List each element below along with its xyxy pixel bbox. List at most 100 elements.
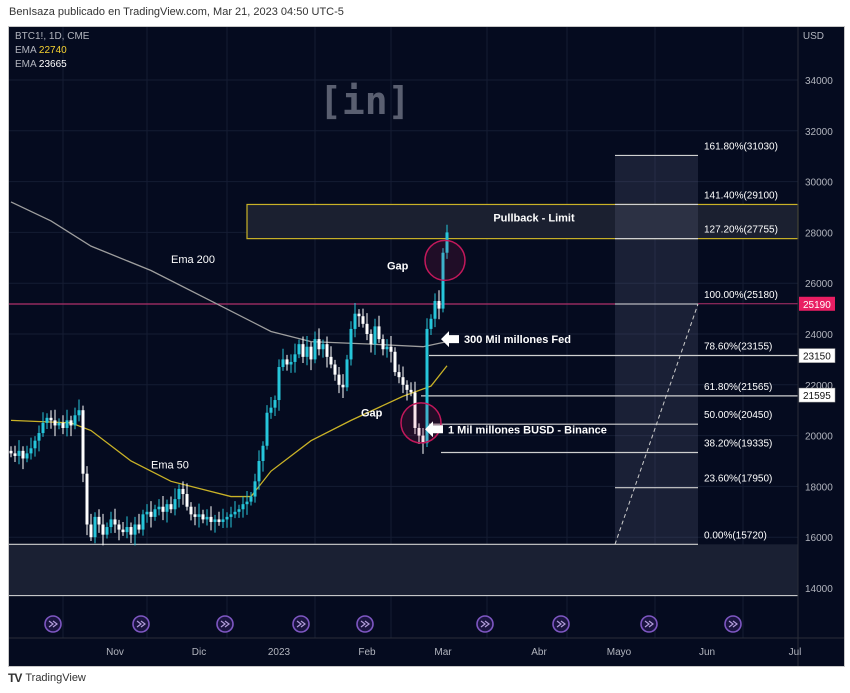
candle-body: [57, 422, 61, 426]
gap-label: Gap: [361, 408, 383, 420]
candle-body: [445, 232, 449, 253]
ema-label: Ema 200: [171, 254, 215, 266]
candle-body: [325, 344, 329, 357]
candle-body: [105, 527, 109, 535]
candle-body: [417, 427, 421, 436]
price-tick-label: 32000: [805, 127, 833, 138]
candle-body: [317, 339, 321, 350]
ema200-value: 23665: [38, 59, 67, 70]
candle-body: [237, 509, 241, 512]
candle-body: [197, 514, 201, 517]
candle-body: [173, 499, 177, 510]
candle-body: [29, 448, 33, 454]
price-tag-label: 23150: [803, 352, 831, 363]
tradingview-logo-icon: TV: [8, 671, 22, 685]
price-tag-label: 25190: [803, 300, 831, 311]
candle-body: [305, 346, 309, 357]
candle-body: [357, 313, 361, 317]
fib-level-label: 78.60%(23155): [704, 341, 772, 352]
candle-body: [129, 527, 133, 535]
arrow-left-icon: [425, 421, 443, 438]
candle-body: [429, 318, 433, 329]
candle-body: [53, 420, 57, 426]
price-tick-label: 20000: [805, 432, 833, 443]
time-tick-label: Jun: [699, 647, 715, 658]
candle-body: [9, 450, 13, 454]
candle-body: [77, 410, 81, 416]
currency-label: USD: [802, 31, 824, 42]
time-tick-label: Abr: [531, 647, 547, 658]
candle-body: [273, 400, 277, 408]
event-arrow-icon: [48, 620, 58, 628]
gap-label: Gap: [387, 260, 409, 272]
candle-body: [41, 422, 45, 434]
candle-body: [85, 473, 89, 525]
price-tick-label: 16000: [805, 533, 833, 544]
annotation-label: 1 Mil millones BUSD - Binance: [448, 424, 607, 436]
candle-body: [17, 450, 21, 456]
ema200-line: [10, 201, 448, 348]
candle-body: [373, 326, 377, 345]
candle-body: [333, 364, 337, 375]
time-tick-label: Jul: [789, 647, 802, 658]
candle-body: [385, 346, 389, 350]
candle-body: [161, 506, 165, 512]
candle-body: [389, 346, 393, 352]
candle-body: [221, 519, 225, 522]
candle-body: [281, 359, 285, 368]
candle-body: [193, 514, 197, 517]
support-zone: [9, 544, 798, 596]
candle-body: [69, 420, 73, 426]
candle-body: [65, 420, 69, 428]
candle-body: [257, 461, 261, 482]
candle-body: [185, 494, 189, 507]
price-tick-label: 14000: [805, 584, 833, 595]
event-arrow-icon: [556, 620, 566, 628]
publish-header: BenIsaza publicado en TradingView.com, M…: [9, 6, 344, 18]
fib-level-label: 100.00%(25180): [704, 290, 778, 301]
candle-body: [261, 445, 265, 461]
price-chart[interactable]: Pullback - Limit 161.80%(31030) 141.40%(29…: [9, 27, 844, 666]
price-tick-label: 24000: [805, 330, 833, 341]
candle-body: [433, 300, 437, 319]
candle-body: [265, 412, 269, 446]
candle-body: [145, 511, 149, 515]
candle-body: [353, 313, 357, 329]
candle-body: [153, 509, 157, 517]
candle-body: [201, 514, 205, 520]
fib-level-label: 50.00%(20450): [704, 410, 772, 421]
candle-body: [157, 506, 161, 510]
price-tag: [798, 348, 836, 363]
candle-body: [289, 361, 293, 365]
candle-body: [101, 524, 105, 535]
ema50-label: EMA: [15, 45, 37, 56]
candle-body: [213, 519, 217, 522]
candle-body: [269, 407, 273, 413]
candle-body: [413, 392, 417, 428]
price-tick-label: 34000: [805, 76, 833, 87]
price-tick-label: 22000: [805, 381, 833, 392]
watermark-logo: [in]: [319, 79, 411, 123]
price-tick-label: 28000: [805, 228, 833, 239]
candle-body: [121, 529, 125, 533]
fib-level-label: 38.20%(19335): [704, 438, 772, 449]
candle-body: [253, 481, 257, 497]
ema50-value: 22740: [38, 45, 67, 56]
candle-body: [425, 328, 429, 444]
candle-body: [13, 453, 17, 456]
candle-body: [177, 488, 181, 500]
time-tick-label: Nov: [106, 647, 124, 658]
candle-body: [249, 496, 253, 502]
price-tag-label: 21595: [803, 391, 831, 402]
candle-body: [277, 367, 281, 401]
candle-body: [49, 417, 53, 421]
candle-body: [97, 516, 101, 525]
candle-body: [297, 344, 301, 355]
ema-label: Ema 50: [151, 460, 189, 472]
candle-body: [313, 339, 317, 360]
candle-body: [73, 415, 77, 426]
time-tick-label: Dic: [192, 647, 206, 658]
chart-pane[interactable]: Pullback - Limit 161.80%(31030) 141.40%(29…: [8, 26, 845, 667]
candle-body: [133, 524, 137, 535]
candle-body: [245, 501, 249, 505]
